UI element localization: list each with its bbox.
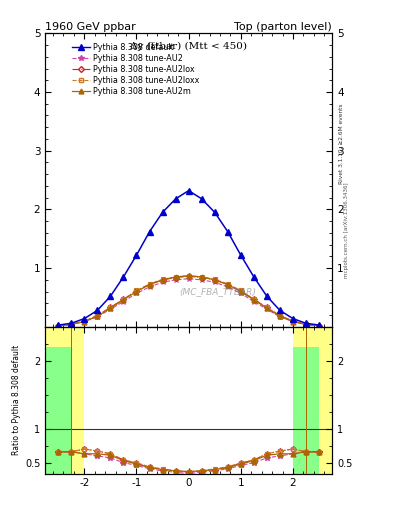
Text: Rivet 3.1.10, ≥2.6M events: Rivet 3.1.10, ≥2.6M events	[339, 103, 344, 184]
Bar	[45, 347, 71, 395]
Text: mcplots.cern.ch [arXiv:1306.3436]: mcplots.cern.ch [arXiv:1306.3436]	[344, 183, 349, 278]
Bar	[293, 327, 332, 474]
Text: 1960 GeV ppbar: 1960 GeV ppbar	[45, 22, 136, 32]
Text: (MC_FBA_TTBAR): (MC_FBA_TTBAR)	[179, 287, 256, 296]
Bar	[45, 395, 71, 474]
Text: Top (parton level): Top (parton level)	[234, 22, 332, 32]
Text: Δy (t̅tbar) (Mtt < 450): Δy (t̅tbar) (Mtt < 450)	[130, 42, 247, 51]
Bar	[293, 347, 319, 395]
Y-axis label: Ratio to Pythia 8.308 default: Ratio to Pythia 8.308 default	[12, 345, 21, 455]
Bar	[45, 327, 84, 474]
Bar	[293, 395, 319, 474]
Legend: Pythia 8.308 default, Pythia 8.308 tune-AU2, Pythia 8.308 tune-AU2lox, Pythia 8.: Pythia 8.308 default, Pythia 8.308 tune-…	[72, 43, 200, 96]
